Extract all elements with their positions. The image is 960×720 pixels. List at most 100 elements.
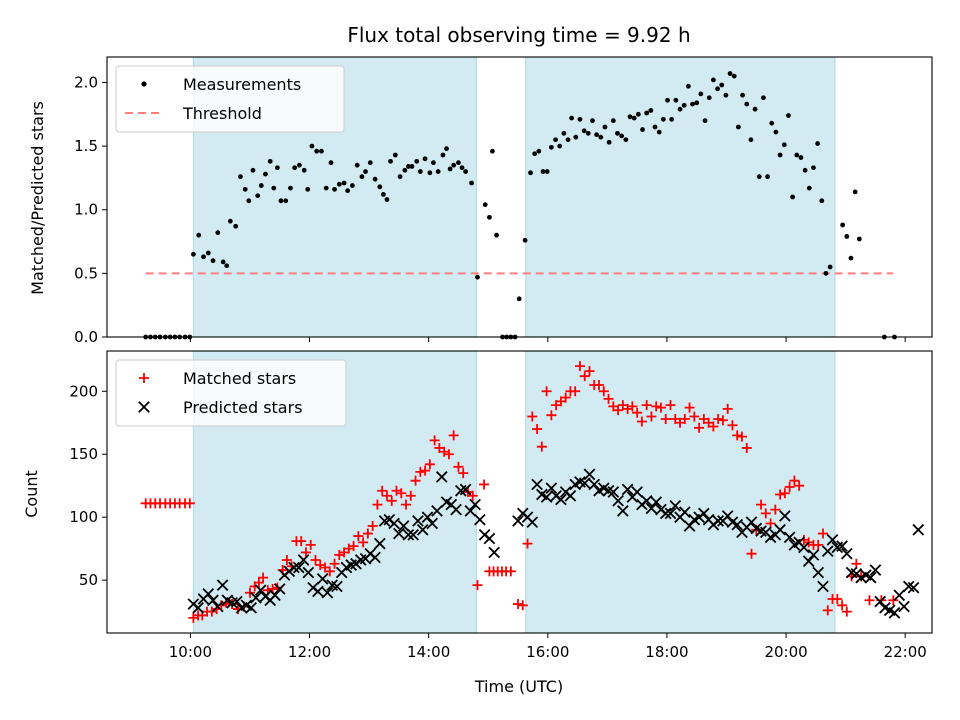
predicted-point	[483, 532, 496, 545]
matched-point	[822, 605, 833, 616]
predicted-point	[192, 601, 204, 614]
matched-point	[329, 558, 340, 569]
measurement-point	[267, 158, 273, 164]
measurement-point	[548, 144, 554, 150]
measurement-point	[656, 129, 662, 135]
predicted-point	[426, 517, 439, 530]
legend-measurements-marker	[141, 81, 147, 87]
measurement-point	[673, 97, 679, 103]
measurement-point	[246, 198, 252, 204]
predicted-point	[583, 468, 596, 481]
measurement-point	[431, 160, 436, 166]
predicted-point	[779, 510, 791, 522]
measurement-point	[463, 169, 468, 174]
measurement-point	[786, 113, 791, 118]
legend-matched-marker	[139, 373, 149, 383]
matched-point	[420, 465, 431, 476]
measurement-point	[706, 95, 712, 101]
measurement-point	[681, 102, 687, 108]
predicted-point	[369, 551, 381, 564]
measurement-point	[210, 258, 216, 264]
measurement-point	[363, 169, 368, 174]
measurement-point	[731, 73, 737, 79]
matched-point	[381, 490, 392, 501]
series-matched-stars	[140, 361, 899, 623]
predicted-point	[207, 594, 219, 607]
y-tick-label: 200	[69, 382, 98, 400]
measurement-point	[615, 130, 620, 136]
predicted-point	[578, 477, 591, 490]
matched-point	[522, 538, 533, 549]
measurement-point	[487, 214, 492, 220]
predicted-point	[555, 493, 567, 506]
matched-point	[689, 411, 700, 422]
predicted-point	[798, 541, 810, 554]
matched-point	[517, 600, 528, 611]
matched-point	[296, 536, 307, 547]
observing-window-2	[525, 350, 836, 634]
matched-point	[574, 361, 585, 372]
predicted-point	[316, 573, 329, 585]
measurement-point	[794, 152, 800, 158]
y-tick-label: 0.0	[74, 328, 98, 346]
predicted-point	[564, 489, 577, 502]
predicted-point	[202, 588, 215, 600]
predicted-point	[450, 503, 462, 516]
matched-point	[646, 411, 657, 422]
measurement-point	[748, 137, 754, 143]
predicted-point	[231, 595, 243, 608]
measurement-point	[328, 160, 334, 166]
matched-point	[367, 520, 378, 531]
predicted-point	[698, 507, 710, 520]
matched-point	[458, 468, 469, 479]
predicted-point	[731, 518, 744, 531]
legend-predicted-marker	[138, 401, 150, 413]
measurement-point	[297, 162, 302, 168]
measurement-point	[744, 101, 750, 107]
matched-point	[546, 410, 557, 421]
predicted-point	[269, 589, 281, 602]
measurement-point	[806, 185, 812, 191]
matched-point	[244, 587, 255, 598]
measurement-point	[756, 174, 762, 180]
predicted-point	[545, 482, 558, 495]
matched-point	[770, 504, 781, 515]
predicted-point	[774, 523, 786, 536]
predicted-point	[531, 478, 543, 491]
measurement-point	[532, 151, 538, 157]
count-panel: 10:00 12:00 14:00 16:00 18:00 20:00 22:00 50 100…	[69, 350, 933, 661]
measurement-point	[627, 114, 633, 120]
predicted-point	[488, 546, 501, 559]
predicted-point	[245, 601, 257, 614]
measurement-point	[283, 198, 289, 204]
predicted-point	[435, 471, 448, 483]
matched-point	[405, 490, 416, 501]
measurement-point	[292, 165, 298, 171]
predicted-point	[802, 555, 815, 568]
predicted-point	[273, 583, 286, 595]
measurement-point	[224, 263, 230, 269]
matched-point	[736, 431, 747, 442]
ratio-panel: 0.0 0.5 1.0 1.5 2.0 Measurements Threshold	[74, 56, 933, 346]
measurement-point	[727, 71, 733, 76]
predicted-point	[912, 523, 925, 536]
matched-point	[741, 442, 752, 453]
matched-point	[651, 401, 662, 412]
measurement-point	[427, 170, 433, 176]
matched-point	[479, 479, 490, 490]
measurement-point	[594, 132, 600, 138]
predicted-point	[812, 566, 825, 579]
predicted-point	[807, 549, 820, 561]
matched-point	[410, 475, 421, 486]
measurement-point	[802, 167, 808, 173]
matched-point	[584, 366, 595, 377]
legend-box	[115, 359, 347, 427]
matched-point	[708, 421, 719, 432]
measurement-point	[660, 116, 666, 122]
predicted-point	[254, 584, 267, 597]
measurement-point	[489, 148, 495, 154]
measurement-point	[852, 189, 858, 195]
predicted-point	[874, 595, 887, 608]
measurement-point	[263, 171, 268, 177]
measurement-point	[233, 223, 239, 229]
